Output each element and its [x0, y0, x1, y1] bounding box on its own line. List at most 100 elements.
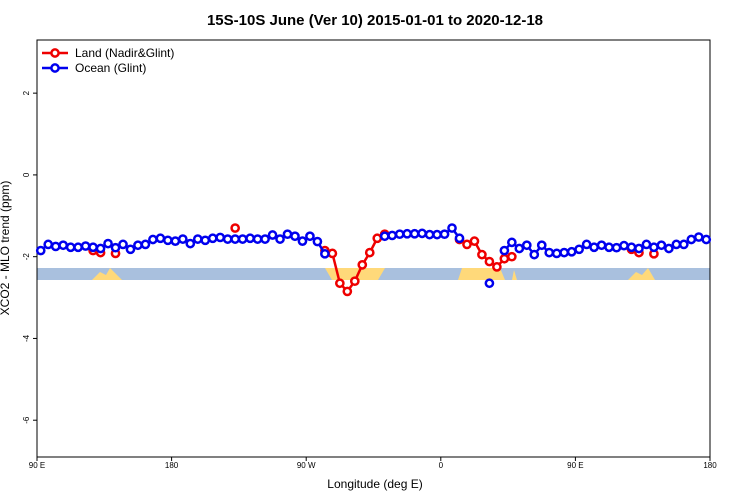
point — [170, 236, 181, 246]
point — [267, 230, 278, 240]
land-shape — [325, 268, 385, 280]
point — [275, 234, 285, 244]
point — [320, 248, 330, 259]
point — [514, 243, 525, 254]
x-axis-label: Longitude (deg E) — [327, 477, 422, 491]
y-tick-label: 2 — [22, 90, 31, 95]
point — [499, 253, 510, 264]
point — [58, 240, 69, 251]
point — [379, 231, 390, 242]
legend-marker — [50, 48, 60, 58]
x-tick-label: 90 W — [297, 461, 316, 470]
point — [581, 239, 592, 250]
y-axis-label: XCO2 - MLO trend (ppm) — [0, 181, 12, 316]
point — [133, 240, 143, 251]
land-shape — [92, 268, 122, 280]
point — [349, 276, 360, 287]
point — [559, 247, 570, 258]
point — [394, 229, 405, 240]
point — [634, 243, 644, 254]
point — [484, 256, 495, 267]
point — [148, 234, 158, 245]
point — [589, 242, 599, 253]
point — [35, 245, 46, 256]
point — [364, 247, 375, 258]
point — [282, 229, 293, 240]
point — [372, 233, 383, 244]
point — [125, 244, 136, 255]
point — [95, 243, 106, 254]
point — [447, 223, 457, 233]
point — [230, 234, 241, 244]
point — [110, 242, 121, 253]
x-tick-label: 90 E — [29, 461, 45, 470]
point — [484, 278, 495, 289]
point — [604, 242, 614, 253]
point — [693, 232, 704, 242]
y-tick-label: -6 — [22, 416, 31, 424]
x-tick-label: 180 — [703, 461, 717, 470]
point — [664, 243, 674, 254]
point — [671, 239, 682, 250]
point — [73, 242, 83, 253]
land-shape — [512, 270, 517, 280]
point — [207, 233, 218, 244]
point — [402, 228, 412, 239]
point — [521, 240, 532, 251]
point — [551, 248, 562, 259]
point — [619, 240, 629, 251]
y-tick-label: -4 — [22, 334, 31, 342]
y-tick-label: -2 — [22, 253, 31, 261]
point — [222, 234, 233, 244]
point — [544, 247, 555, 258]
point — [641, 239, 652, 250]
point — [596, 240, 607, 251]
point — [237, 234, 248, 244]
point — [611, 242, 622, 253]
point — [140, 239, 151, 250]
point — [260, 234, 270, 244]
point — [163, 235, 173, 246]
point — [417, 228, 427, 239]
point — [529, 249, 540, 260]
point — [678, 239, 689, 250]
point — [192, 234, 203, 244]
point — [290, 231, 300, 242]
point — [245, 233, 255, 244]
point — [50, 241, 61, 252]
point — [574, 244, 584, 255]
point — [43, 239, 54, 250]
point — [252, 234, 263, 244]
point — [103, 238, 113, 249]
x-tick-label: 0 — [439, 461, 444, 470]
legend-label: Land (Nadir&Glint) — [75, 46, 174, 60]
point — [335, 278, 345, 289]
point — [439, 229, 450, 240]
point — [477, 249, 487, 260]
point — [88, 242, 98, 253]
point — [686, 234, 697, 245]
legend-marker — [50, 63, 60, 73]
point — [177, 234, 188, 244]
point — [462, 239, 472, 250]
point — [536, 240, 547, 251]
land-shape — [628, 268, 655, 280]
point — [200, 235, 211, 246]
point — [492, 262, 502, 272]
point — [357, 260, 368, 270]
point — [656, 240, 667, 251]
point — [499, 245, 510, 256]
point — [506, 251, 517, 262]
point — [305, 231, 315, 242]
point — [454, 233, 465, 244]
point — [312, 236, 323, 247]
point — [409, 228, 420, 239]
point — [215, 232, 226, 243]
x-tick-label: 90 E — [567, 461, 583, 470]
point — [155, 233, 166, 244]
point — [649, 242, 659, 253]
land-shapes — [92, 268, 655, 280]
point — [342, 286, 353, 297]
